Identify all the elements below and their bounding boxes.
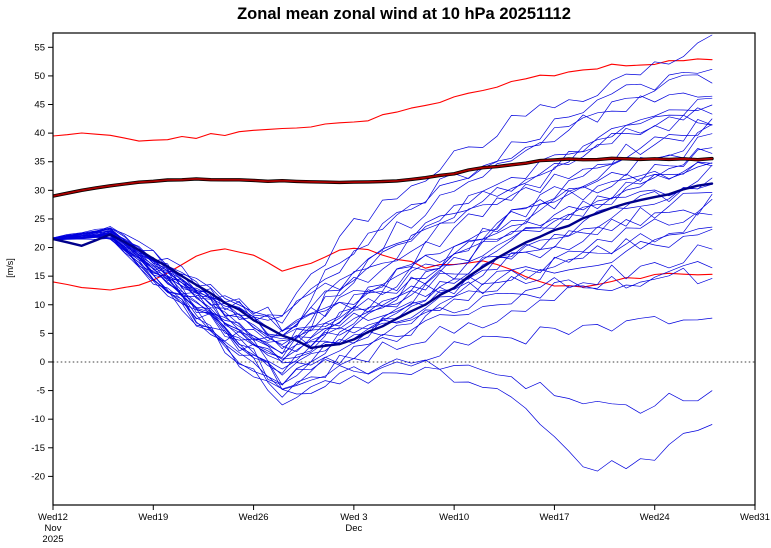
ensemble-member-line (53, 226, 713, 354)
y-tick-label: -5 (37, 386, 45, 397)
ensemble-member-line (53, 107, 713, 337)
ensemble-member-line (53, 192, 713, 360)
ensemble-member-line (53, 183, 713, 340)
ensemble-member-line (53, 177, 713, 385)
x-tick-label: Wed24 (640, 512, 670, 523)
ensemble-member-line (53, 114, 713, 350)
ensemble-member-line (53, 34, 713, 321)
climatology-mean-line (53, 156, 714, 198)
x-tick-label: Wed 3 (340, 512, 367, 523)
y-tick-label: 50 (34, 71, 45, 82)
ensemble-member-line (53, 233, 713, 386)
x-tick-label: Wed12 (38, 512, 68, 523)
x-tick-label: Wed31 (740, 512, 770, 523)
plot-frame (52, 32, 756, 506)
y-tick-label: 35 (34, 157, 45, 168)
ensemble-member-line (53, 133, 713, 370)
y-tick-label: -10 (31, 414, 45, 425)
climatology-upper-line (53, 58, 713, 142)
ensemble-member-lines (53, 34, 713, 472)
ensemble-member-line (53, 236, 713, 472)
ensemble-member-line (53, 236, 713, 376)
chart-title: Zonal mean zonal wind at 10 hPa 20251112 (237, 5, 571, 23)
y-tick-label: -20 (31, 471, 45, 482)
y-tick-label: 45 (34, 100, 45, 111)
y-tick-label: 30 (34, 185, 45, 196)
x-tick-sublabel: Dec (345, 523, 362, 534)
x-tick-label: Wed19 (138, 512, 168, 523)
y-tick-label: 0 (40, 357, 45, 368)
ensemble-member-line (53, 147, 713, 390)
ensemble-member-line (53, 147, 713, 343)
y-tick-label: 5 (40, 328, 45, 339)
ensemble-member-line (53, 97, 713, 374)
ensemble-member-line (53, 199, 713, 364)
ensemble-member-line (53, 193, 713, 337)
y-tick-label: 15 (34, 271, 45, 282)
y-tick-label: 10 (34, 300, 45, 311)
ensemble-member-line (53, 118, 713, 324)
ensemble-member-line (53, 104, 713, 355)
y-tick-label: 40 (34, 128, 45, 139)
y-tick-label: -15 (31, 443, 45, 454)
ensemble-member-line (53, 235, 713, 395)
ensemble-member-line (53, 162, 713, 337)
y-tick-label: 25 (34, 214, 45, 225)
x-tick-sublabel: Nov (45, 523, 62, 534)
x-tick-label: Wed10 (439, 512, 469, 523)
ensemble-member-line (53, 68, 713, 342)
ensemble-member-line (53, 231, 713, 347)
ensemble-mean-line (53, 182, 714, 350)
ensemble-member-line (53, 124, 713, 358)
ensemble-member-line (53, 212, 713, 398)
x-tick-sublabel: 2025 (42, 534, 63, 545)
y-axis-ticks: -20 -15 -10 -5 0 5 10 15 20 25 30 35 40 45 50 55 (31, 42, 53, 482)
x-tick-label: Wed17 (539, 512, 569, 523)
y-tick-label: 20 (34, 243, 45, 254)
y-tick-label: 55 (34, 42, 45, 53)
ensemble-member-line (53, 119, 713, 386)
x-tick-label: Wed26 (239, 512, 269, 523)
